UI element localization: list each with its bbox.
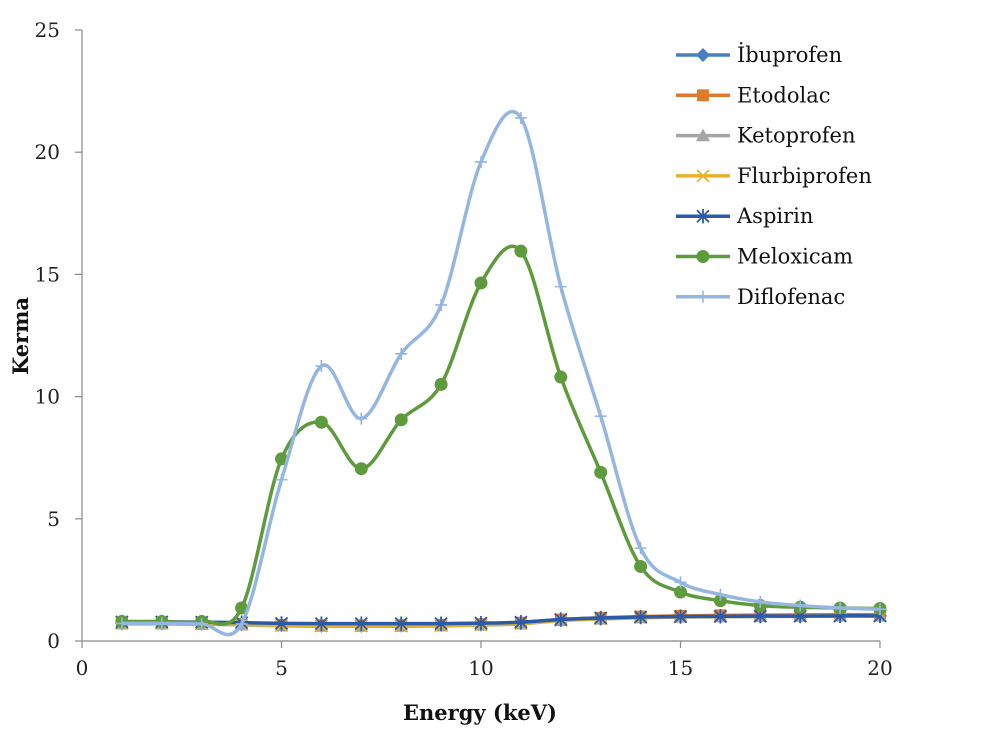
y-tick-label: 25 xyxy=(35,18,60,42)
legend: İbuprofen Etodolac Ketoprofen Flurbiprofen A… xyxy=(676,43,872,309)
data-point xyxy=(514,614,528,630)
data-point xyxy=(275,473,288,486)
y-tick-label: 0 xyxy=(47,629,60,653)
data-point xyxy=(673,609,688,624)
x-tick-label: 20 xyxy=(867,656,892,680)
data-point xyxy=(314,415,328,429)
data-point xyxy=(315,360,328,373)
data-point xyxy=(355,412,368,425)
legend-marker xyxy=(696,169,710,183)
data-point xyxy=(314,616,329,631)
data-point xyxy=(354,616,368,631)
data-point xyxy=(474,276,488,290)
legend-label: Etodolac xyxy=(737,83,831,107)
data-point xyxy=(674,585,687,599)
legend-marker xyxy=(696,128,710,142)
legend-label: Aspirin xyxy=(736,204,813,228)
data-point xyxy=(554,612,568,627)
legend-marker xyxy=(696,209,710,224)
legend-entry: Flurbiprofen xyxy=(676,164,872,188)
legend-marker xyxy=(696,48,710,62)
data-point xyxy=(115,617,128,630)
data-point xyxy=(235,617,248,630)
data-point xyxy=(475,155,487,168)
legend-marker xyxy=(697,89,709,102)
legend-label: Ketoprofen xyxy=(737,124,855,148)
x-tick-label: 15 xyxy=(668,656,693,680)
y-tick-label: 10 xyxy=(35,385,60,409)
legend-label: İbuprofen xyxy=(737,43,842,67)
legend-entry: Aspirin xyxy=(676,204,813,228)
legend-marker xyxy=(697,290,709,303)
legend-entry: İbuprofen xyxy=(676,43,842,67)
x-axis-title: Energy (keV) xyxy=(403,700,557,725)
legend-entry: Diflofenac xyxy=(676,285,845,309)
legend-entry: Ketoprofen xyxy=(676,124,855,148)
y-tick-label: 20 xyxy=(35,140,60,164)
data-point xyxy=(275,452,288,466)
y-tick-label: 15 xyxy=(35,262,60,286)
y-tick-label: 5 xyxy=(47,507,60,531)
y-axis-title: Kerma xyxy=(8,297,33,375)
data-point xyxy=(794,599,807,612)
series-5-line xyxy=(121,244,881,626)
x-tick-label: 5 xyxy=(275,656,288,680)
series-layer xyxy=(114,109,887,637)
series-4-line xyxy=(121,614,881,626)
legend-label: Diflofenac xyxy=(737,285,845,309)
data-point xyxy=(554,370,568,384)
axes: 0 5 10 15 20 0 5 10 15 20 25 xyxy=(35,18,893,680)
data-point xyxy=(874,603,886,616)
legend-label: Flurbiprofen xyxy=(737,164,872,188)
data-point xyxy=(155,617,168,630)
data-point xyxy=(395,347,408,360)
data-point xyxy=(235,601,249,615)
data-point xyxy=(594,610,608,626)
data-point xyxy=(594,410,607,423)
data-point xyxy=(594,465,608,479)
data-point xyxy=(754,595,767,608)
data-point xyxy=(713,609,728,624)
x-tick-label: 0 xyxy=(76,656,89,680)
data-point xyxy=(554,280,567,293)
data-point xyxy=(434,616,448,631)
data-point xyxy=(713,594,727,608)
data-point xyxy=(394,616,408,631)
data-point xyxy=(195,617,208,630)
series-6-line xyxy=(121,109,881,637)
legend-entry: Meloxicam xyxy=(676,245,853,269)
data-point xyxy=(514,244,528,258)
data-point xyxy=(633,609,648,625)
data-point xyxy=(434,377,448,391)
data-point xyxy=(274,616,289,631)
data-point xyxy=(674,576,687,589)
data-point xyxy=(634,559,648,573)
data-point xyxy=(834,602,847,615)
data-point xyxy=(714,588,727,601)
legend-entry: Etodolac xyxy=(676,83,831,107)
x-tick-label: 10 xyxy=(468,656,493,680)
data-point xyxy=(354,462,368,476)
data-point xyxy=(435,298,448,311)
legend-label: Meloxicam xyxy=(737,245,853,269)
data-point xyxy=(474,615,488,631)
series-6 xyxy=(115,109,886,637)
data-point xyxy=(634,542,647,555)
data-point xyxy=(394,413,408,427)
data-point xyxy=(514,111,527,124)
legend-marker xyxy=(696,250,710,263)
